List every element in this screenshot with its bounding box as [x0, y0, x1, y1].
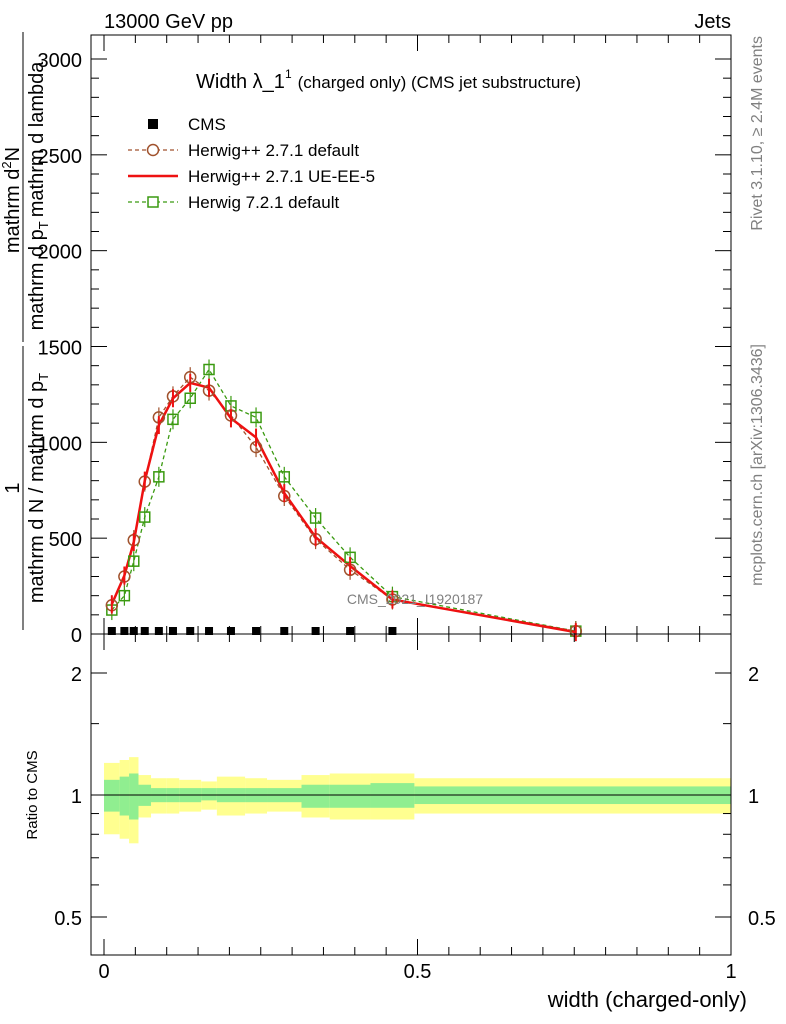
main-frame: [90, 34, 732, 635]
marker-herwig7-default: [250, 411, 262, 424]
marker-cms-data: [280, 627, 289, 635]
y-tick-label: 0: [71, 625, 82, 647]
x-tick-label: 0: [98, 961, 109, 983]
marker-cms-data: [129, 627, 138, 635]
marker-cms-data: [168, 627, 177, 635]
ratio-y-tick-label-left: 2: [71, 664, 82, 686]
ylabel-fraction-1-denominator: mathrm d N / mathrm d pT: [26, 373, 51, 603]
main-series-layer: [105, 359, 583, 642]
marker-cms-data: [120, 627, 129, 635]
ylabel-fraction-2-denominator: mathrm d pTmathrm d lambda: [26, 61, 51, 331]
marker-cms-data: [311, 627, 320, 635]
ratio-panel: 0.5 0.5 1 1 2 2 0 0.5 1: [54, 633, 776, 983]
marker-herwig7-default: [139, 511, 151, 523]
ylabel-fraction-2-numerator: mathrm d2N: [0, 147, 24, 253]
ratio-y-tick-label-left: 1: [71, 786, 82, 808]
marker-herwig7-default: [184, 392, 196, 404]
rivet-version: Rivet 3.1.10, ≥ 2.4M events: [749, 36, 766, 231]
main-y-axis-label: 1 mathrm d N / mathrm d pT mathrm d2N ma…: [0, 32, 51, 630]
x-tick-label: 0.5: [404, 961, 432, 983]
legend-label: Herwig++ 2.7.1 UE-EE-5: [188, 167, 375, 186]
ratio-y-tick-label-right: 0.5: [748, 908, 776, 930]
legend-marker-herwig7-default: [147, 196, 159, 208]
main-panel: 0 500 1000 1500 2000 2500 3000 CMS_2021_I19201…: [38, 34, 732, 647]
marker-cms-data: [252, 627, 261, 635]
ylabel-fraction-1-numerator: 1: [2, 482, 24, 493]
chart-title-sup: 1: [285, 67, 292, 81]
marker-herwig7-default: [309, 512, 322, 524]
y-tick-label: 500: [49, 529, 82, 551]
x-axis-label: width (charged-only): [547, 987, 747, 1012]
marker-cms-data: [186, 627, 195, 635]
legend-label: Herwig++ 2.7.1 default: [188, 141, 359, 160]
legend-marker-cms: [148, 119, 158, 129]
y-tick-label: 2500: [38, 146, 83, 168]
legend: CMS Herwig++ 2.7.1 default Herwig++ 2.7.1 …: [128, 115, 375, 212]
line-herwigpp-ue-ee-5: [110, 381, 577, 634]
line-herwigpp-default: [111, 376, 576, 632]
ratio-y-tick-label-right: 2: [748, 664, 759, 686]
y-tick-label: 1500: [38, 338, 83, 360]
marker-cms-data: [388, 627, 397, 635]
marker-cms-data: [205, 627, 214, 635]
ratio-inner-band: [201, 788, 217, 801]
ratio-inner-band: [104, 779, 120, 812]
ratio-inner-band: [129, 773, 139, 820]
ratio-y-tick-label-right: 1: [748, 786, 759, 808]
ratio-y-axis-label: Ratio to CMS: [24, 750, 41, 839]
y-tick-label: 1000: [38, 433, 83, 455]
marker-cms-data: [226, 627, 235, 635]
header-right: Jets: [694, 11, 731, 33]
ratio-y-tick-label-left: 0.5: [54, 908, 82, 930]
ratio-inner-band: [301, 784, 330, 808]
chart-title-main: Width λ_1: [196, 71, 285, 93]
marker-herwig7-default: [278, 471, 291, 483]
marker-cms-data: [107, 627, 116, 635]
analysis-watermark: CMS_2021_I1920187: [347, 591, 483, 607]
marker-herwig7-default: [153, 471, 165, 483]
marker-cms-data: [346, 627, 355, 635]
mcplots-credit: mcplots.cern.ch [arXiv:1306.3436]: [749, 344, 766, 586]
chart-title: Width λ_11 (charged only) (CMS jet substr…: [196, 67, 581, 93]
ratio-inner-band: [329, 784, 371, 808]
legend-label: Herwig 7.2.1 default: [188, 193, 339, 212]
marker-herwig7-default: [167, 413, 179, 426]
marker-cms-data: [140, 627, 149, 635]
header-left: 13000 GeV pp: [104, 11, 233, 33]
ratio-inner-band: [119, 776, 130, 816]
chart-title-rest: (charged only) (CMS jet substructure): [298, 73, 581, 92]
ratio-frame: [90, 633, 732, 956]
ratio-axis-ticks: 0.5 0.5 1 1 2 2 0 0.5 1: [54, 634, 776, 983]
line-herwig7-default: [111, 368, 576, 632]
y-tick-label: 2000: [38, 242, 83, 264]
marker-cms-data: [154, 627, 163, 635]
marker-herwig7-default: [118, 589, 131, 602]
marker-herwig7-default: [203, 363, 215, 376]
ratio-bands: [104, 757, 731, 844]
legend-marker-herwigpp-default: [146, 143, 160, 157]
y-tick-label: 3000: [38, 50, 83, 72]
main-axis-ticks: 0 500 1000 1500 2000 2500 3000: [38, 35, 732, 647]
legend-label: CMS: [188, 115, 226, 134]
marker-herwig7-default: [128, 555, 140, 567]
x-tick-label: 1: [725, 961, 736, 983]
